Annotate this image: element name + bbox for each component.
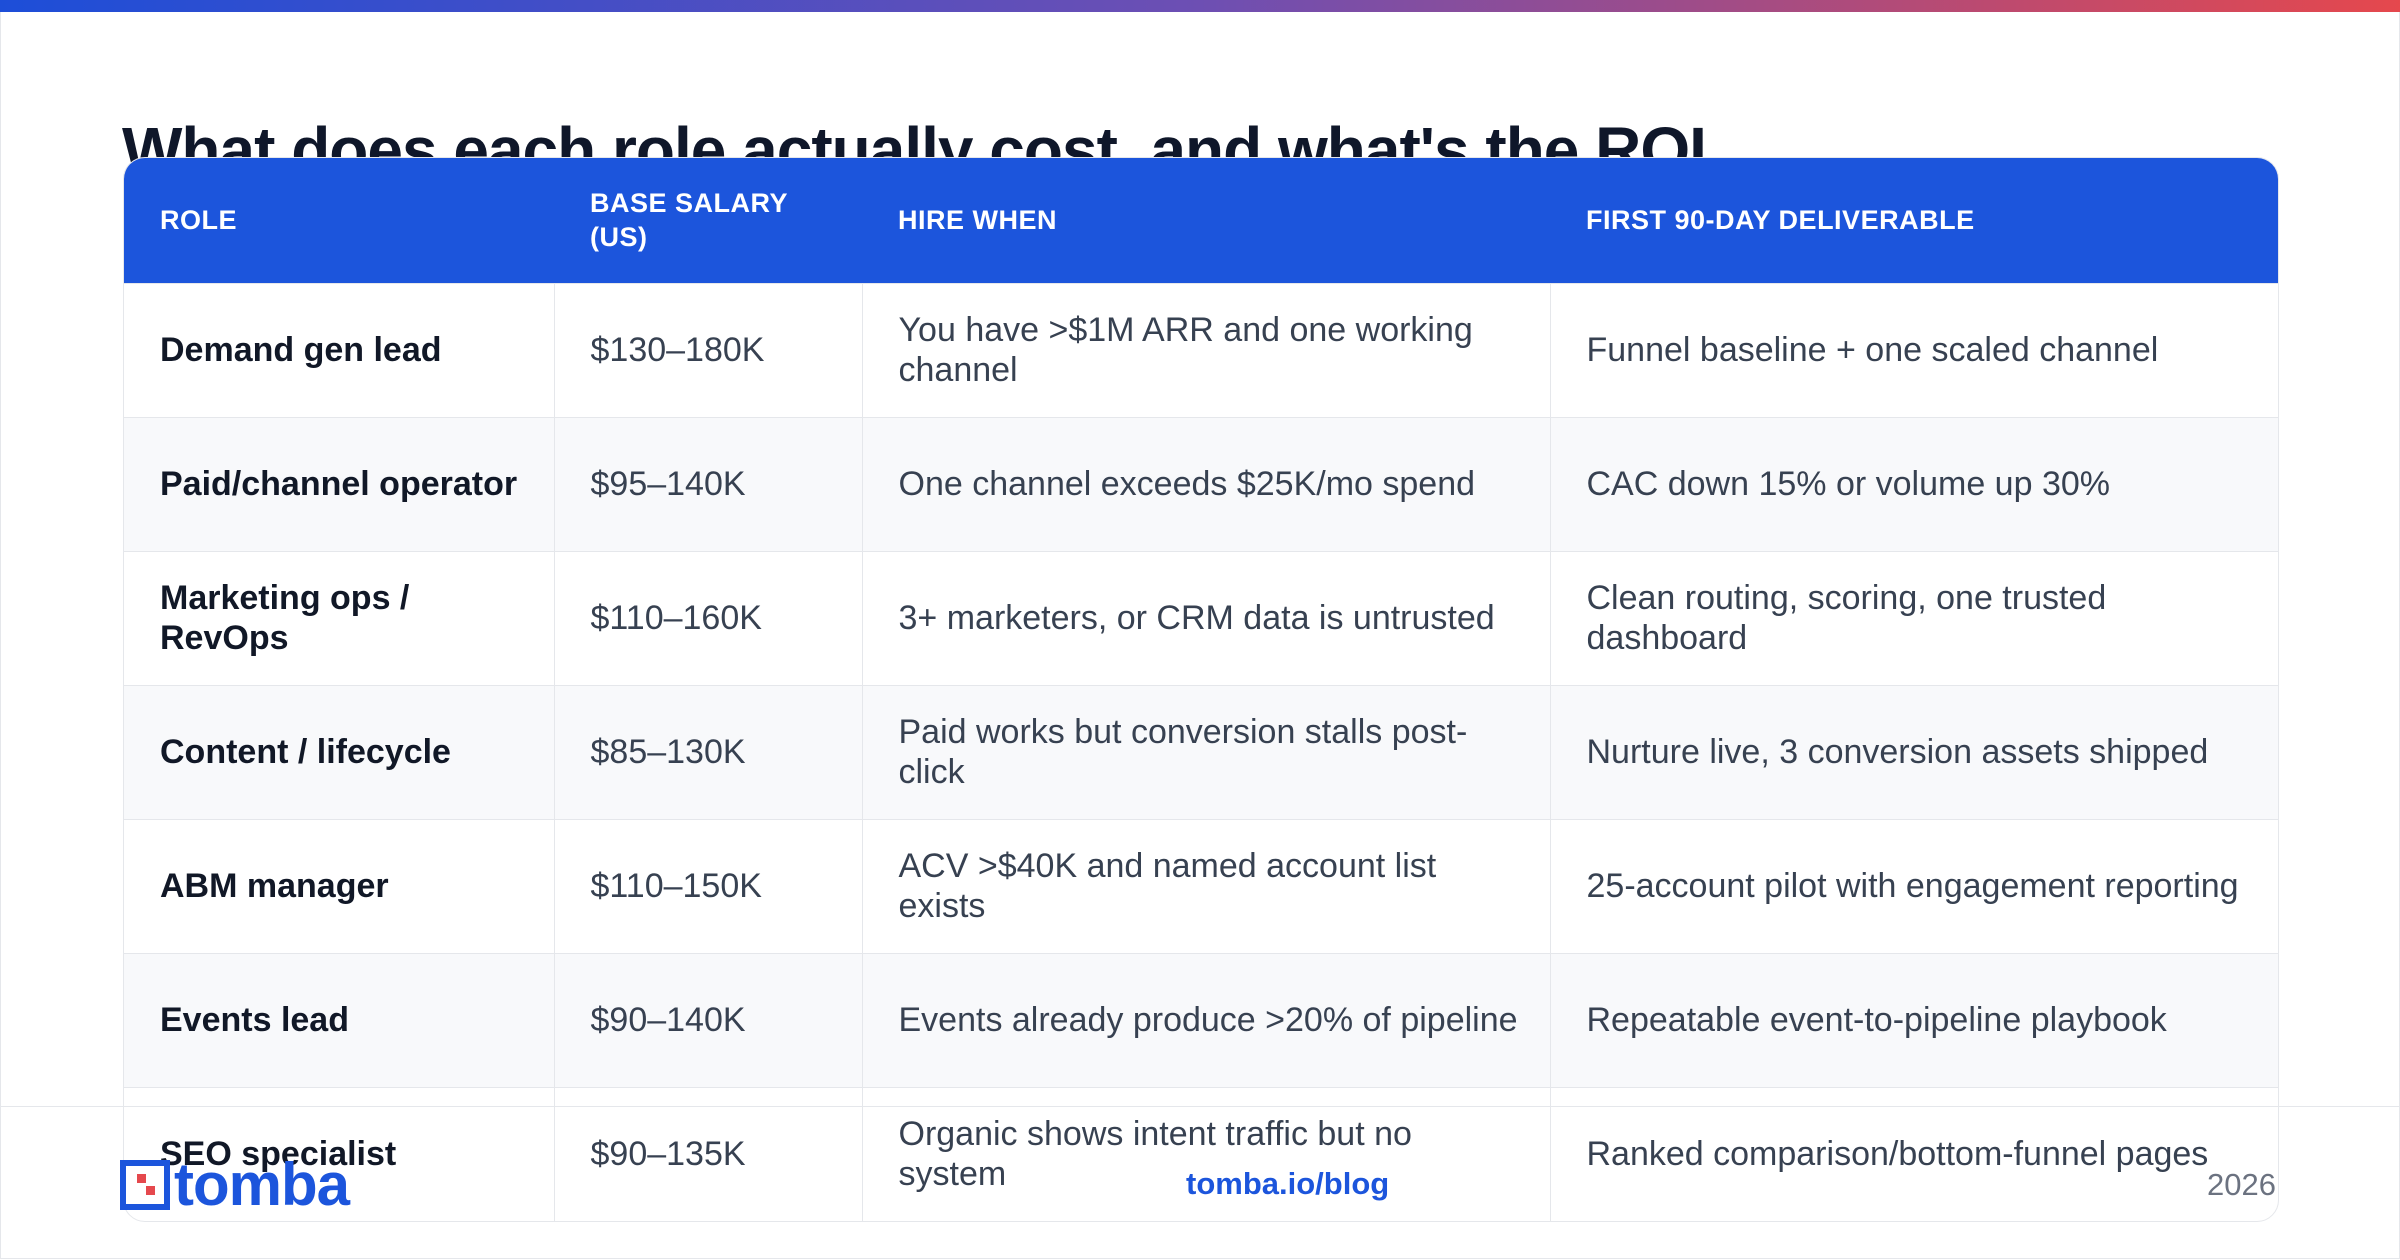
- deliverable-cell: Nurture live, 3 conversion assets shippe…: [1549, 684, 2278, 819]
- top-gradient-bar: [0, 0, 2400, 12]
- header-role: ROLE: [160, 205, 238, 236]
- deliverable-cell: 25-account pilot with engagement reporti…: [1549, 818, 2278, 953]
- footer-year: 2026: [2207, 1167, 2276, 1202]
- deliverable-cell: Repeatable event-to-pipeline playbook: [1549, 952, 2278, 1087]
- hire-when-cell: 3+ marketers, or CRM data is untrusted: [861, 550, 1550, 685]
- salary-cell: $90–135K: [553, 1086, 862, 1221]
- role-cell: Demand gen lead: [124, 282, 554, 417]
- roles-table: ROLE BASE SALARY (US) HIRE WHEN FIRST 90…: [123, 157, 2279, 1222]
- role-cell: Events lead: [124, 952, 554, 1087]
- role-cell: SEO specialist: [124, 1086, 554, 1221]
- header-hire-when: HIRE WHEN: [898, 205, 1057, 236]
- deliverable-cell: CAC down 15% or volume up 30%: [1549, 416, 2278, 551]
- role-cell: Paid/channel operator: [124, 416, 554, 551]
- deliverable-cell: Funnel baseline + one scaled channel: [1549, 282, 2278, 417]
- table-header-row: ROLE BASE SALARY (US) HIRE WHEN FIRST 90…: [124, 158, 2278, 283]
- table-row: ABM manager $110–150K ACV >$40K and name…: [124, 818, 2278, 953]
- hire-when-cell: Paid works but conversion stalls post-cl…: [861, 684, 1550, 819]
- logo-wordmark: tomba: [174, 1151, 350, 1218]
- table-row: Events lead $90–140K Events already prod…: [124, 952, 2278, 1087]
- role-cell: Marketing ops / RevOps: [124, 550, 554, 685]
- salary-cell: $90–140K: [553, 952, 862, 1087]
- header-base-salary: BASE SALARY (US): [590, 188, 788, 253]
- tomba-logo-icon: [120, 1160, 170, 1210]
- deliverable-cell: Clean routing, scoring, one trusted dash…: [1549, 550, 2278, 685]
- deliverable-cell: Ranked comparison/bottom-funnel pages: [1549, 1086, 2278, 1221]
- hire-when-cell: ACV >$40K and named account list exists: [861, 818, 1550, 953]
- header-first-90-day-deliverable: FIRST 90-DAY DELIVERABLE: [1586, 205, 1975, 236]
- role-cell: ABM manager: [124, 818, 554, 953]
- footer-divider: [0, 1106, 2400, 1107]
- salary-cell: $110–150K: [553, 818, 862, 953]
- blog-link[interactable]: tomba.io/blog: [1186, 1166, 1390, 1201]
- table-row: Demand gen lead $130–180K You have >$1M …: [124, 282, 2278, 417]
- table-row: Marketing ops / RevOps $110–160K 3+ mark…: [124, 550, 2278, 685]
- table-row: Paid/channel operator $95–140K One chann…: [124, 416, 2278, 551]
- table-row: Content / lifecycle $85–130K Paid works …: [124, 684, 2278, 819]
- salary-cell: $85–130K: [553, 684, 862, 819]
- hire-when-cell: Organic shows intent traffic but no syst…: [861, 1086, 1550, 1221]
- table-row: SEO specialist $90–135K Organic shows in…: [124, 1086, 2278, 1221]
- salary-cell: $110–160K: [553, 550, 862, 685]
- tomba-logo[interactable]: tomba: [120, 1151, 350, 1218]
- salary-cell: $95–140K: [553, 416, 862, 551]
- hire-when-cell: Events already produce >20% of pipeline: [861, 952, 1550, 1087]
- hire-when-cell: You have >$1M ARR and one working channe…: [861, 282, 1550, 417]
- hire-when-cell: One channel exceeds $25K/mo spend: [861, 416, 1550, 551]
- salary-cell: $130–180K: [553, 282, 862, 417]
- role-cell: Content / lifecycle: [124, 684, 554, 819]
